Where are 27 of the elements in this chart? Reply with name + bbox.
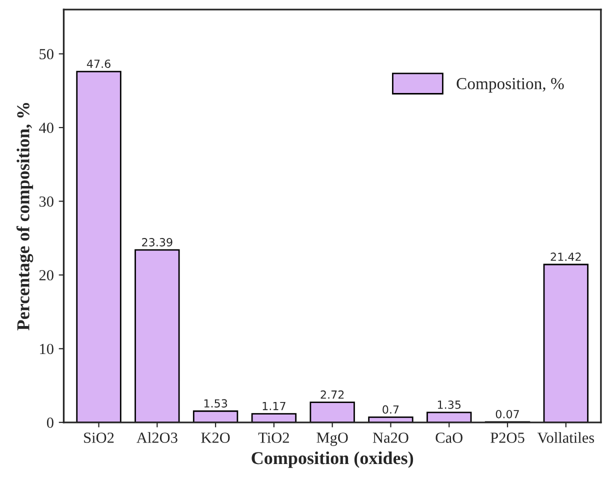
x-tick-label: Al2O3 [136,432,178,443]
legend-label: Composition, % [456,78,564,93]
x-tick-label: TiO2 [258,432,289,443]
data-label: 1.17 [262,402,286,410]
y-tick-label: 10 [40,344,54,354]
data-label: 47.6 [86,60,110,68]
data-label: 21.42 [550,252,581,261]
y-tick-label: 40 [39,122,54,133]
data-label: 0.07 [496,410,519,418]
y-tick-label: 0 [46,418,54,428]
x-tick-label: CaO [436,432,462,443]
x-tick-label: SiO2 [84,432,114,443]
data-label: 23.39 [142,238,172,246]
x-tick-label: Vollatiles [537,432,594,443]
x-tick-label: K2O [201,432,230,443]
data-label: 0.7 [382,405,399,414]
y-tick-label: 30 [39,196,54,207]
y-axis-title: Percentage of composition, % [16,103,34,330]
x-axis-title: Composition (oxides) [252,452,414,468]
y-tick-label: 50 [40,48,54,60]
y-tick-label: 20 [39,270,54,280]
data-label: 1.35 [438,400,461,409]
x-tick-label: Na2O [372,432,408,443]
x-tick-label: P2O5 [490,432,524,443]
data-label: 2.72 [320,390,344,399]
data-label: 1.53 [204,399,228,408]
x-tick-label: MgO [316,432,348,446]
